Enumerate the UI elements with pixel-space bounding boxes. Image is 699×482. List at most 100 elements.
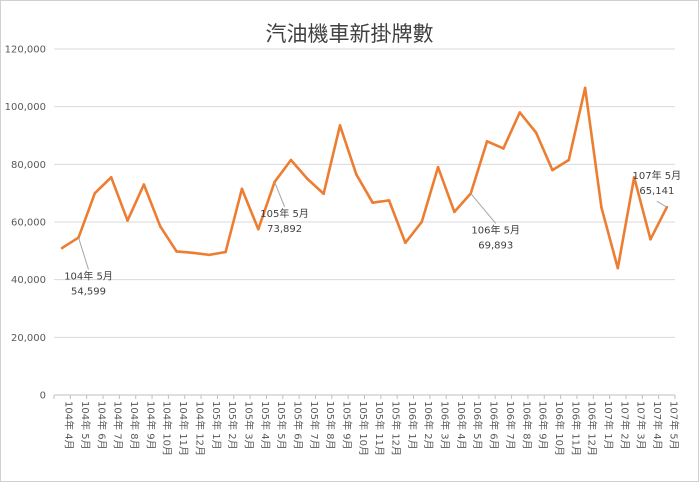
- x-tick-label: 104年 12月: [193, 401, 206, 456]
- data-point: [420, 220, 423, 224]
- data-point: [175, 250, 178, 253]
- x-tick-label: 106年 4月: [455, 401, 468, 450]
- chart-title: 汽油機車新掛牌數: [265, 22, 434, 46]
- y-axis-ticks: 0 20,000 40,000 60,000 80,000 100,000 120,000: [5, 45, 46, 402]
- y-tick-label: 40,000: [11, 275, 46, 286]
- data-point: [142, 183, 146, 186]
- data-point: [207, 253, 211, 257]
- data-point: [502, 147, 505, 150]
- data-point: [404, 241, 407, 245]
- x-tick-label: 105年 2月: [226, 401, 239, 450]
- x-tick-label: 105年 8月: [324, 401, 337, 450]
- data-point: [256, 227, 260, 231]
- x-tick-label: 105年 7月: [308, 401, 321, 450]
- annotation-leader: [274, 181, 286, 208]
- data-point: [306, 177, 309, 181]
- x-tick-label: 104年 8月: [128, 401, 141, 450]
- data-point: [126, 219, 129, 222]
- annotation-value: 69,893: [478, 240, 513, 251]
- data-point: [551, 168, 554, 172]
- x-tick-label: 105年 5月: [275, 401, 288, 450]
- data-point: [387, 199, 391, 202]
- x-tick-label: 104年 9月: [144, 401, 157, 450]
- x-tick-label: 107年 5月: [667, 401, 680, 450]
- x-tick-label: 107年 4月: [651, 401, 664, 450]
- annotation-label: 105年 5月: [260, 207, 309, 220]
- annotation-value: 73,892: [267, 224, 302, 235]
- annotation-label: 106年 5月: [471, 223, 520, 236]
- x-tick-label: 105年 4月: [259, 401, 272, 450]
- data-point: [616, 266, 620, 270]
- y-tick-label: 80,000: [11, 160, 46, 171]
- x-tick-label: 104年 5月: [79, 401, 92, 450]
- x-tick-label: 105年 11月: [373, 401, 386, 456]
- annotation-value: 65,141: [639, 186, 674, 197]
- x-tick-label: 105年 12月: [390, 401, 403, 456]
- data-point: [322, 192, 325, 196]
- x-tick-label: 105年 9月: [340, 401, 353, 450]
- data-point: [289, 158, 293, 162]
- data-point: [158, 225, 162, 228]
- annotation-value: 54,599: [71, 287, 106, 298]
- data-point: [485, 139, 489, 143]
- y-tick-label: 20,000: [11, 333, 46, 344]
- x-tick-label: 106年 3月: [439, 401, 452, 450]
- x-tick-label: 106年 12月: [586, 401, 599, 456]
- annotation-label: 107年 5月: [633, 169, 682, 182]
- data-point: [240, 187, 244, 191]
- x-tick-label: 106年 7月: [504, 401, 517, 450]
- data-point: [436, 165, 440, 169]
- x-tick-label: 105年 10月: [357, 401, 370, 456]
- x-tick-label: 106年 2月: [422, 401, 435, 450]
- y-tick-label: 120,000: [5, 45, 46, 56]
- x-tick-label: 106年 11月: [569, 401, 582, 456]
- data-point: [60, 246, 64, 250]
- x-tick-label: 106年 1月: [406, 401, 419, 450]
- annotation-leader: [78, 237, 89, 270]
- data-point: [600, 206, 603, 209]
- x-tick-label: 104年 10月: [161, 401, 174, 456]
- x-tick-label: 107年 1月: [602, 401, 615, 450]
- data-point: [649, 238, 652, 241]
- series-lines: [60, 86, 669, 270]
- x-tick-label: 105年 3月: [242, 401, 255, 450]
- annotation-leader: [470, 193, 497, 224]
- x-tick-label: 107年 3月: [635, 401, 648, 450]
- x-tick-label: 104年 4月: [63, 401, 76, 450]
- data-point: [93, 191, 97, 195]
- gridlines: [54, 48, 675, 396]
- y-tick-label: 0: [40, 391, 46, 402]
- data-point: [632, 176, 636, 179]
- data-point: [453, 210, 456, 214]
- x-tick-label: 107年 2月: [618, 401, 631, 450]
- data-point: [371, 201, 374, 204]
- y-tick-label: 100,000: [5, 102, 46, 113]
- x-tick-label: 105年 6月: [291, 401, 304, 450]
- data-point: [191, 251, 195, 255]
- x-tick-label: 106年 8月: [520, 401, 533, 450]
- x-tick-label: 104年 6月: [95, 401, 108, 450]
- y-tick-label: 60,000: [11, 218, 46, 229]
- x-tick-label: 104年 11月: [177, 401, 190, 456]
- annotation-label: 104年 5月: [64, 270, 113, 283]
- x-tick-label: 106年 6月: [488, 401, 501, 450]
- data-point: [338, 124, 342, 127]
- x-tick-label: 106年 10月: [553, 401, 566, 456]
- annotations: 104年 5月 54,599 105年 5月 73,892 106年 5月 69,893 1…: [64, 169, 681, 297]
- x-axis-ticks: 104年 4月 104年 5月 104年 6月 104年 7月 104年 8月 104年 …: [53, 395, 680, 456]
- x-tick-label: 105年 1月: [210, 401, 223, 450]
- data-point: [518, 111, 522, 114]
- x-tick-label: 104年 7月: [112, 401, 125, 450]
- series-line: [60, 86, 669, 270]
- data-point: [567, 158, 571, 162]
- data-point: [583, 86, 587, 90]
- x-tick-label: 106年 5月: [471, 401, 484, 450]
- annotation-leader: [656, 200, 668, 208]
- x-tick-label: 106年 9月: [537, 401, 550, 450]
- data-point: [534, 131, 538, 134]
- data-point: [109, 176, 113, 179]
- data-point: [355, 173, 358, 176]
- data-point: [224, 250, 227, 254]
